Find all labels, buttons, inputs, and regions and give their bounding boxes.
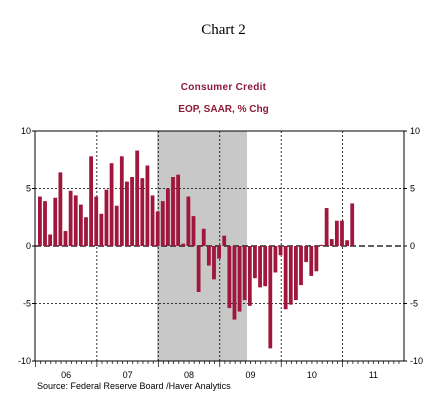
source-note: Source: Federal Reserve Board /Haver Ana…	[37, 381, 231, 391]
bar	[166, 188, 170, 246]
bar	[109, 163, 114, 246]
bar	[150, 195, 155, 246]
bar	[309, 246, 314, 276]
bar	[38, 196, 42, 246]
y-tick-label: -10	[18, 356, 31, 366]
y-tick-label: 5	[26, 184, 31, 194]
bar	[350, 203, 355, 246]
bar	[125, 181, 129, 246]
y-tick-label: 10	[21, 126, 31, 136]
y-tick-label-right: -10	[410, 356, 423, 366]
bar	[319, 244, 324, 246]
y-tick-label-right: 5	[410, 184, 415, 194]
bar-series	[38, 150, 355, 349]
x-tick-label: 06	[61, 370, 71, 380]
bar	[345, 240, 349, 246]
y-axis-right: -10 -5 0 5 10	[404, 126, 423, 366]
bar	[84, 217, 88, 246]
bar	[119, 156, 124, 246]
bar	[43, 201, 47, 246]
bar	[288, 246, 293, 305]
x-tick-label: 09	[245, 370, 255, 380]
bar	[58, 172, 63, 246]
bar	[283, 246, 288, 310]
bar	[196, 246, 201, 292]
chart-title: Consumer Credit	[180, 82, 267, 93]
bar	[104, 189, 109, 246]
bar	[329, 239, 334, 246]
bar	[222, 235, 227, 246]
bar	[334, 220, 339, 246]
y-tick-label: -5	[23, 299, 31, 309]
bar	[324, 208, 329, 246]
bar	[268, 246, 273, 349]
bar	[263, 246, 268, 287]
bar	[201, 228, 206, 246]
bar	[160, 201, 165, 246]
bar	[242, 246, 247, 301]
bar	[145, 165, 150, 246]
bar	[212, 246, 216, 280]
y-tick-label-right: 0	[410, 241, 415, 251]
bar	[206, 246, 211, 266]
bar	[114, 205, 119, 246]
bar	[299, 246, 303, 286]
bar	[186, 196, 191, 246]
bar	[99, 213, 104, 246]
x-axis: 06 07 08 09 10 11	[35, 361, 400, 380]
bar	[304, 246, 309, 263]
x-tick-label: 07	[123, 370, 133, 380]
bar	[171, 177, 175, 246]
bar	[73, 195, 78, 246]
bar	[227, 246, 232, 309]
bar	[130, 177, 134, 246]
figure-label: Chart 2	[201, 22, 246, 38]
bar	[176, 174, 181, 246]
bar	[191, 216, 196, 246]
bar	[89, 156, 93, 246]
bar	[237, 246, 242, 312]
x-tick-label: 08	[184, 370, 194, 380]
bar	[53, 197, 58, 246]
bar	[135, 150, 140, 246]
bar	[217, 246, 221, 259]
bar	[94, 196, 99, 246]
bar	[63, 231, 68, 246]
bar	[253, 246, 257, 279]
bar	[232, 246, 237, 320]
y-tick-label-right: -5	[410, 299, 418, 309]
bar	[278, 246, 283, 256]
bar	[258, 246, 262, 288]
bar	[273, 246, 278, 273]
x-tick-label: 10	[307, 370, 317, 380]
bar	[314, 246, 319, 272]
y-tick-label: 0	[26, 241, 31, 251]
bar	[68, 190, 73, 246]
bar	[140, 178, 145, 246]
y-axis-left: -10 -5 0 5 10	[18, 126, 35, 366]
bar	[78, 204, 83, 246]
bar	[181, 243, 186, 246]
y-tick-label-right: 10	[410, 126, 420, 136]
bar	[155, 211, 160, 246]
bar	[294, 246, 298, 301]
chart-subtitle: EOP, SAAR, % Chg	[178, 104, 269, 115]
bar	[340, 220, 344, 246]
x-tick-label: 11	[369, 370, 378, 380]
bar	[48, 234, 53, 246]
bar	[247, 246, 252, 306]
